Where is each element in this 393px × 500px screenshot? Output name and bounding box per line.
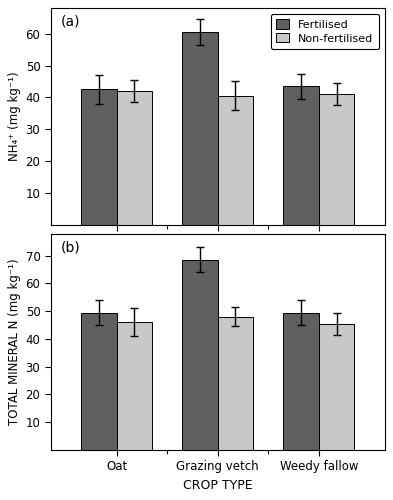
Bar [117,91,152,224]
Bar [283,86,319,224]
Y-axis label: NH₄⁺ (mg kg⁻¹): NH₄⁺ (mg kg⁻¹) [8,72,21,161]
Bar [182,260,218,450]
Bar [117,322,152,450]
Text: (a): (a) [61,15,80,29]
Bar [319,324,354,450]
X-axis label: CROP TYPE: CROP TYPE [183,478,253,492]
Bar [319,94,354,224]
Bar [218,96,253,224]
Legend: Fertilised, Non-fertilised: Fertilised, Non-fertilised [270,14,379,49]
Text: (b): (b) [61,240,81,254]
Bar [218,316,253,450]
Bar [81,312,117,450]
Bar [182,32,218,224]
Bar [81,90,117,224]
Bar [283,312,319,450]
Y-axis label: TOTAL MINERAL N (mg kg⁻¹): TOTAL MINERAL N (mg kg⁻¹) [8,258,21,425]
